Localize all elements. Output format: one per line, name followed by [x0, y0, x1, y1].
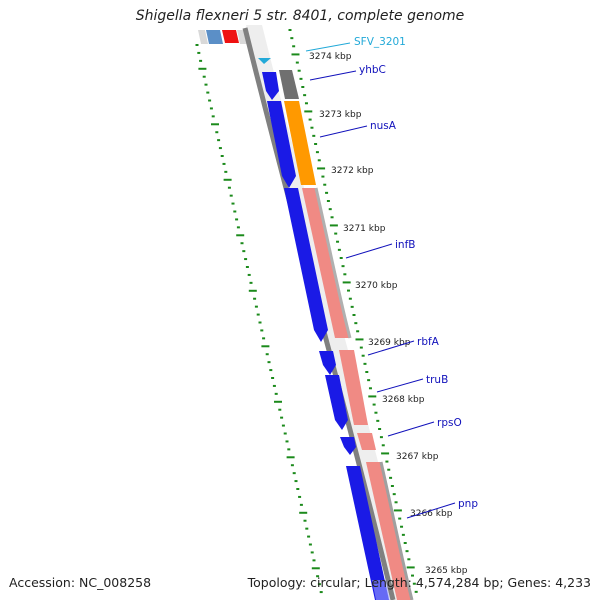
- gene-labels: SFV_3201 yhbC nusA infB rbfA truB rpsO pnp: [305, 36, 478, 519]
- cds-arrow-5[interactable]: [325, 375, 348, 430]
- kbp-label: 3269 kbp: [368, 338, 411, 348]
- cds-arrow-7-shade: [372, 580, 390, 600]
- kbp-label: 3268 kbp: [382, 395, 425, 405]
- genome-summary: Topology: circular; Length: 4,574,284 bp…: [247, 575, 591, 590]
- kbp-label: 3267 kbp: [396, 452, 439, 462]
- kbp-label: 3272 kbp: [331, 166, 374, 176]
- cds-arrow-2[interactable]: [267, 101, 296, 188]
- gene-label-trub[interactable]: truB: [426, 374, 448, 386]
- gene-label-rbfa[interactable]: rbfA: [417, 336, 440, 348]
- gene-leader-line: [367, 340, 415, 356]
- cds-arrow-7[interactable]: [346, 466, 389, 600]
- cds-arrow-3[interactable]: [284, 188, 328, 342]
- gene-leader-line: [309, 70, 357, 81]
- gene-leader-line: [305, 42, 351, 52]
- cds-yhbC-gray[interactable]: [279, 70, 299, 99]
- cds-arrow-4[interactable]: [319, 351, 336, 375]
- gene-leader-line: [345, 243, 393, 259]
- kbp-label: 3270 kbp: [355, 281, 398, 291]
- gene-leader-line: [387, 421, 435, 437]
- cds-pnp-salmon[interactable]: [366, 462, 412, 600]
- accession-text: Accession: NC_008258: [9, 575, 152, 590]
- kbp-label: 3273 kbp: [319, 110, 362, 120]
- gene-leader-line: [376, 378, 424, 393]
- gene-leader-line: [319, 125, 368, 138]
- gene-label-yhbc[interactable]: yhbC: [359, 64, 386, 76]
- kbp-label: 3274 kbp: [309, 52, 352, 62]
- top-feature-blocks: [198, 30, 247, 44]
- cds-rpsO-salmon[interactable]: [357, 433, 376, 450]
- gene-label-rpso[interactable]: rpsO: [437, 417, 462, 429]
- forward-strand-features: [262, 72, 390, 600]
- map-title: Shigella flexneri 5 str. 8401, complete …: [135, 8, 465, 24]
- kbp-label: 3265 kbp: [425, 566, 468, 576]
- gene-label-pnp[interactable]: pnp: [458, 498, 478, 510]
- cds-arrow-1[interactable]: [262, 72, 279, 100]
- reverse-strand-features: [279, 70, 414, 600]
- sfv-3201-marker[interactable]: [258, 58, 271, 64]
- cds-infB-salmon[interactable]: [302, 188, 350, 338]
- kbp-label: 3266 kbp: [410, 509, 453, 519]
- gene-label-infb[interactable]: infB: [395, 239, 415, 251]
- kbp-axis-labels: 3274 kbp 3273 kbp 3272 kbp 3271 kbp 3270 kbp…: [309, 52, 468, 576]
- gene-leader-line: [406, 502, 456, 519]
- top-red-block[interactable]: [222, 30, 239, 43]
- gc-content-track: [195, 29, 418, 594]
- cds-arrow-6[interactable]: [340, 437, 356, 455]
- cds-truB-salmon[interactable]: [339, 350, 368, 425]
- gene-label-nusa[interactable]: nusA: [370, 120, 397, 132]
- top-blue-block[interactable]: [206, 30, 223, 44]
- gene-label-sfv-3201[interactable]: SFV_3201: [354, 36, 406, 48]
- cds-nusA-orange[interactable]: [284, 101, 316, 185]
- kbp-label: 3271 kbp: [343, 224, 386, 234]
